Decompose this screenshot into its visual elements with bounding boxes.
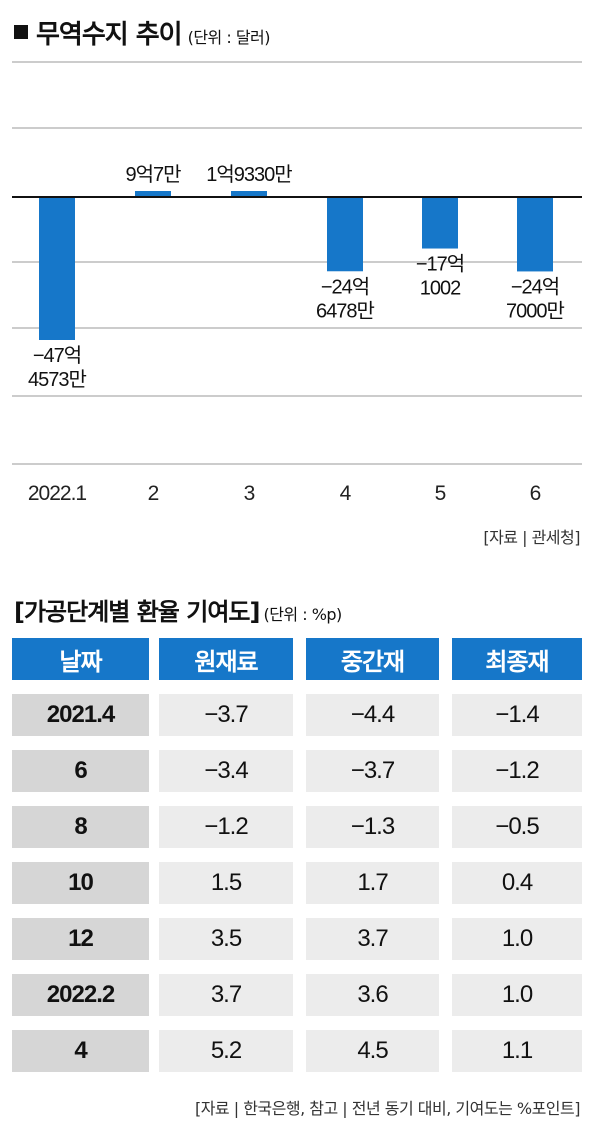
bar bbox=[231, 191, 267, 197]
square-bullet-icon bbox=[14, 25, 28, 39]
cell-raw-material: −1.2 bbox=[159, 806, 293, 848]
cell-date: 8 bbox=[12, 806, 149, 848]
cell-final: 1.1 bbox=[452, 1030, 582, 1072]
header-date: 날짜 bbox=[12, 638, 149, 680]
bar-data-label: 7000만 bbox=[506, 299, 564, 322]
bar-data-label: 9억7만 bbox=[125, 163, 181, 186]
table-title-text: [가공단계별 환율 기여도] bbox=[14, 598, 260, 626]
bar bbox=[422, 197, 458, 249]
cell-date: 10 bbox=[12, 862, 149, 904]
bar bbox=[327, 197, 363, 272]
header-raw-material: 원재료 bbox=[159, 638, 293, 680]
cell-raw-material: −3.4 bbox=[159, 750, 293, 792]
cell-intermediate: 3.6 bbox=[306, 974, 439, 1016]
cell-final: −1.2 bbox=[452, 750, 582, 792]
cell-raw-material: 1.5 bbox=[159, 862, 293, 904]
cell-intermediate: 3.7 bbox=[306, 918, 439, 960]
cell-final: −0.5 bbox=[452, 806, 582, 848]
bar-data-label: 1억9330만 bbox=[206, 163, 292, 186]
bar-data-label: −47억 bbox=[33, 344, 81, 367]
chart-title-text: 무역수지 추이 bbox=[36, 20, 183, 50]
header-intermediate: 중간재 bbox=[306, 638, 439, 680]
bar bbox=[135, 191, 171, 197]
cell-raw-material: −3.7 bbox=[159, 694, 293, 736]
bar bbox=[39, 197, 75, 340]
x-tick-label: 2 bbox=[148, 482, 159, 505]
cell-raw-material: 3.5 bbox=[159, 918, 293, 960]
header-final: 최종재 bbox=[452, 638, 582, 680]
cell-intermediate: 4.5 bbox=[306, 1030, 439, 1072]
table-header-row: 날짜 원재료 중간재 최종재 bbox=[12, 638, 582, 680]
bar-data-label: 6478만 bbox=[316, 299, 374, 322]
cell-date: 4 bbox=[12, 1030, 149, 1072]
contribution-table: 날짜 원재료 중간재 최종재 2021.4 −3.7 −4.4 −1.4 6 −… bbox=[12, 638, 582, 1086]
x-tick-label: 4 bbox=[340, 482, 352, 505]
cell-final: −1.4 bbox=[452, 694, 582, 736]
bar-data-label: 4573만 bbox=[28, 368, 86, 391]
bar-data-label: 1002 bbox=[420, 278, 461, 300]
cell-intermediate: −3.7 bbox=[306, 750, 439, 792]
cell-raw-material: 3.7 bbox=[159, 974, 293, 1016]
cell-date: 2021.4 bbox=[12, 694, 149, 736]
table-source: [자료 | 한국은행, 참고 | 전년 동기 대비, 기여도는 %포인트] bbox=[194, 1099, 581, 1118]
table-row: 8 −1.2 −1.3 −0.5 bbox=[12, 806, 582, 848]
chart-unit: (단위 : 달러) bbox=[187, 28, 271, 47]
cell-intermediate: 1.7 bbox=[306, 862, 439, 904]
bar-data-label: −24억 bbox=[321, 275, 369, 298]
table-row: 2022.2 3.7 3.6 1.0 bbox=[12, 974, 582, 1016]
cell-final: 0.4 bbox=[452, 862, 582, 904]
bar-data-label: −17억 bbox=[416, 253, 464, 276]
cell-date: 6 bbox=[12, 750, 149, 792]
x-tick-label: 2022.1 bbox=[28, 482, 87, 505]
table-unit: (단위 : %p) bbox=[263, 605, 342, 624]
x-tick-label: 5 bbox=[435, 482, 446, 505]
table-row: 10 1.5 1.7 0.4 bbox=[12, 862, 582, 904]
cell-raw-material: 5.2 bbox=[159, 1030, 293, 1072]
x-tick-label: 6 bbox=[530, 482, 541, 505]
cell-final: 1.0 bbox=[452, 974, 582, 1016]
chart-title: 무역수지 추이 (단위 : 달러) bbox=[14, 14, 271, 51]
table-row: 2021.4 −3.7 −4.4 −1.4 bbox=[12, 694, 582, 736]
table-row: 4 5.2 4.5 1.1 bbox=[12, 1030, 582, 1072]
table-row: 6 −3.4 −3.7 −1.2 bbox=[12, 750, 582, 792]
cell-date: 2022.2 bbox=[12, 974, 149, 1016]
table-row: 12 3.5 3.7 1.0 bbox=[12, 918, 582, 960]
cell-intermediate: −1.3 bbox=[306, 806, 439, 848]
cell-intermediate: −4.4 bbox=[306, 694, 439, 736]
bar bbox=[517, 197, 553, 272]
cell-date: 12 bbox=[12, 918, 149, 960]
cell-final: 1.0 bbox=[452, 918, 582, 960]
table-title: [가공단계별 환율 기여도] (단위 : %p) bbox=[14, 592, 342, 627]
x-tick-label: 3 bbox=[244, 482, 255, 505]
bar-data-label: −24억 bbox=[511, 275, 559, 298]
chart-source: [자료 | 관세청] bbox=[483, 528, 580, 547]
